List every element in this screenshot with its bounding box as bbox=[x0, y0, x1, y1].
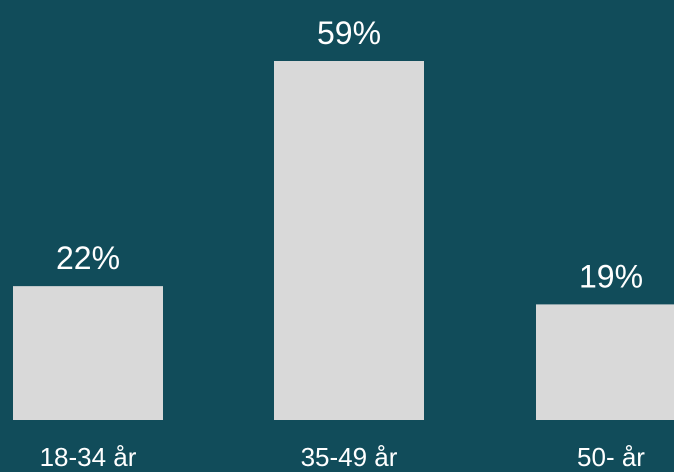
bar-3 bbox=[536, 304, 674, 420]
bar-2 bbox=[274, 61, 424, 420]
category-label-2: 35-49 år bbox=[301, 442, 398, 472]
value-label-2: 59% bbox=[317, 15, 381, 51]
category-label-3: 50- år bbox=[577, 442, 645, 472]
bar-1 bbox=[13, 286, 163, 420]
value-labels-group: 22% 59% 19% bbox=[56, 15, 643, 294]
bars-group bbox=[13, 61, 674, 420]
value-label-3: 19% bbox=[579, 258, 643, 294]
value-label-1: 22% bbox=[56, 240, 120, 276]
category-labels-group: 18-34 år 35-49 år 50- år bbox=[40, 442, 646, 472]
category-label-1: 18-34 år bbox=[40, 442, 137, 472]
